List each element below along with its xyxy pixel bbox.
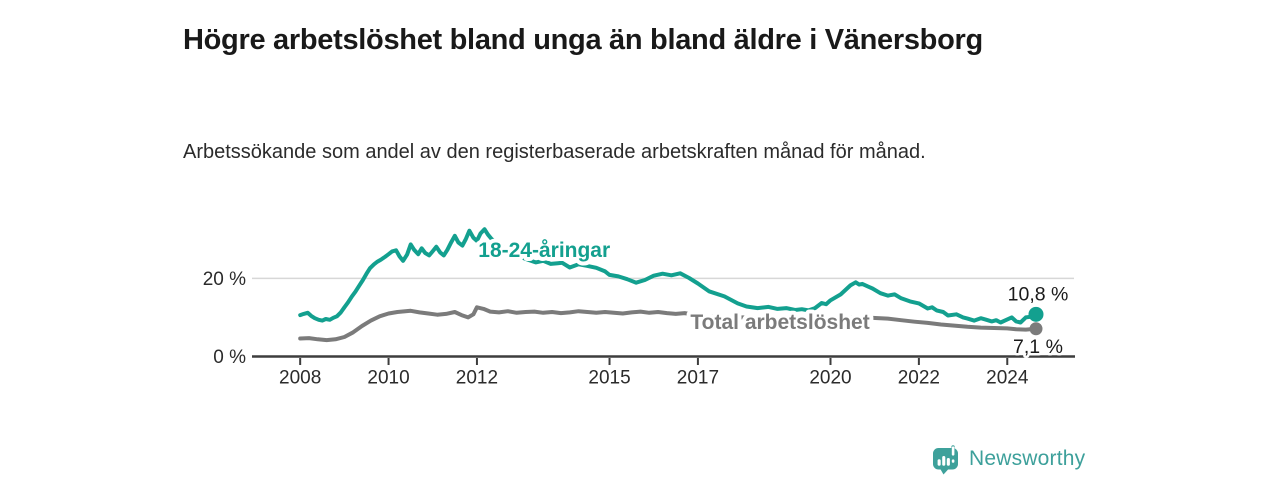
total-series-line bbox=[298, 305, 1038, 343]
newsworthy-logo-text: Newsworthy bbox=[969, 447, 1086, 470]
youth-18-24-end-dot bbox=[1028, 306, 1044, 322]
youth-18-24-end-value-label: 10,8 % bbox=[1008, 283, 1069, 305]
newsworthy-speech-bubble-bar-chart-icon bbox=[933, 444, 958, 474]
y-tick-label: 0 % bbox=[213, 347, 246, 368]
x-tick-label: 2010 bbox=[367, 368, 409, 389]
x-tick-label: 2024 bbox=[986, 368, 1029, 389]
chart-subtitle: Arbetssökande som andel av den registerb… bbox=[183, 141, 926, 163]
y-tick-label: 20 % bbox=[203, 269, 246, 290]
x-tick-label: 2022 bbox=[898, 368, 940, 389]
total-end-dot bbox=[1029, 322, 1043, 336]
newsworthy-logo[interactable]: Newsworthy bbox=[932, 443, 1085, 475]
youth-18-24-series-label: 18-24-åringar bbox=[478, 239, 610, 262]
x-tick-label: 2017 bbox=[677, 368, 719, 389]
youth-18-24-series-line bbox=[298, 227, 1038, 325]
x-tick-label: 2012 bbox=[456, 368, 498, 389]
total-end-value-label: 7,1 % bbox=[1013, 336, 1063, 358]
total-series-label: Total arbetslöshet bbox=[690, 311, 869, 334]
x-tick-label: 2020 bbox=[809, 368, 851, 389]
page-title: Högre arbetslöshet bland unga än bland ä… bbox=[183, 24, 983, 57]
x-tick-label: 2015 bbox=[588, 368, 630, 389]
x-tick-label: 2008 bbox=[279, 368, 321, 389]
